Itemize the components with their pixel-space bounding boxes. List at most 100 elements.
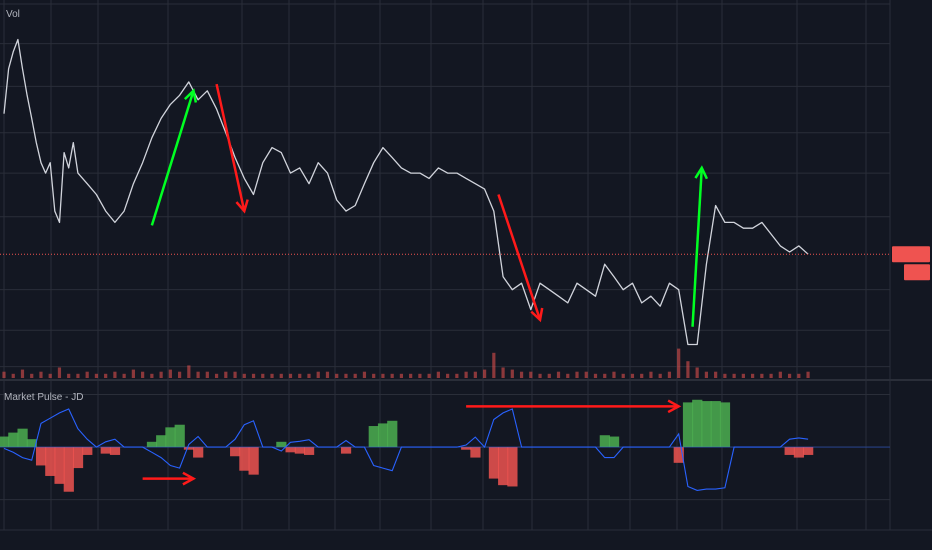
volume-bar — [242, 373, 246, 378]
volume-bar — [11, 373, 15, 378]
volume-bar — [150, 373, 154, 378]
pulse-bar — [599, 435, 610, 448]
volume-bar — [279, 373, 283, 378]
pulse-bar — [26, 439, 37, 448]
volume-bar — [556, 371, 561, 378]
volume-bar — [362, 371, 367, 378]
pulse-bar — [682, 402, 694, 448]
pulse-bar — [276, 441, 287, 448]
pulse-bar — [673, 447, 684, 463]
volume-bar — [409, 373, 413, 378]
pulse-bar — [461, 447, 472, 450]
volume-bar — [732, 373, 736, 378]
volume-bar — [196, 371, 200, 378]
volume-bar — [94, 373, 99, 378]
price-arrow-shaft — [215, 83, 246, 212]
pulse-bar — [17, 428, 28, 448]
pulse-bar — [793, 447, 805, 458]
countdown-tag — [904, 264, 930, 281]
volume-bar — [168, 369, 172, 378]
volume-bar — [261, 373, 265, 378]
pulse-bar — [784, 447, 795, 455]
pulse-bar — [285, 447, 296, 453]
price-arrow-shaft — [691, 167, 704, 327]
pulse-bar — [146, 441, 158, 448]
volume-bar — [519, 371, 524, 378]
volume-bar — [307, 373, 311, 378]
volume-bar — [584, 371, 588, 378]
volume-bar — [67, 373, 71, 378]
pulse-bar — [608, 436, 620, 448]
volume-bar — [806, 371, 810, 378]
pulse-bar — [0, 436, 10, 448]
volume-bar — [270, 373, 274, 378]
pulse-bar — [72, 447, 84, 469]
price-series — [0, 38, 930, 346]
price-arrow-head — [694, 165, 709, 180]
volume-bar — [436, 371, 440, 378]
volume-bar — [381, 373, 385, 378]
volume-bar — [298, 373, 302, 378]
market-pulse-series — [0, 399, 890, 492]
pulse-bar — [387, 420, 398, 448]
volume-bar — [141, 371, 145, 378]
pulse-bar — [54, 447, 65, 484]
volume-bar — [178, 371, 182, 378]
volume-bar — [325, 371, 330, 378]
volume-bar — [501, 367, 505, 378]
volume-bar — [621, 373, 625, 378]
volume-bar — [122, 373, 126, 378]
price-arrow-head — [530, 307, 544, 323]
volume-bar — [76, 373, 80, 378]
pulse-bar — [340, 447, 352, 454]
volume-bars — [2, 348, 810, 378]
pulse-bar — [248, 447, 259, 475]
volume-bar — [20, 369, 25, 378]
pulse-bar — [377, 423, 389, 448]
volume-bar — [492, 352, 496, 378]
pulse-bar — [100, 447, 111, 454]
pulse-bar — [45, 447, 56, 476]
volume-bar — [85, 371, 89, 378]
pulse-arrow-head — [667, 399, 682, 414]
volume-bar — [760, 373, 764, 378]
volume-bar — [224, 371, 228, 378]
pulse-bar — [701, 401, 712, 448]
grid — [0, 0, 932, 531]
volume-bar — [769, 373, 773, 378]
volume-bar — [667, 371, 672, 378]
pulse-bar — [183, 447, 195, 450]
volume-bar — [704, 371, 708, 378]
volume-bar — [612, 371, 616, 378]
pulse-bar — [63, 447, 74, 492]
pulse-bar — [803, 447, 814, 455]
volume-bar — [464, 371, 468, 378]
pulse-bar — [109, 447, 121, 455]
volume-bar — [214, 373, 219, 378]
volume-bar — [529, 371, 533, 378]
pulse-bar — [8, 432, 19, 448]
volume-bar — [787, 373, 792, 378]
volume-bar — [547, 373, 551, 378]
volume-bar — [686, 361, 690, 378]
volume-bar — [335, 373, 339, 378]
volume-bar — [104, 373, 108, 378]
volume-bar — [640, 373, 644, 378]
pane-title-market-pulse: Market Pulse - JD — [4, 392, 83, 403]
pulse-arrow-head — [182, 471, 197, 486]
pulse-bar — [507, 447, 518, 487]
last-price-tag — [892, 246, 930, 263]
price-arrow-shaft — [497, 194, 542, 321]
volume-bar — [205, 371, 209, 378]
volume-bar — [344, 373, 348, 378]
volume-bar — [649, 371, 653, 378]
volume-bar — [187, 365, 191, 378]
pulse-bar — [710, 401, 721, 448]
volume-bar — [372, 373, 376, 378]
pulse-bar — [156, 435, 167, 448]
price-arrow-head — [183, 88, 198, 103]
volume-bar — [288, 373, 293, 378]
volume-bar — [251, 373, 256, 378]
volume-bar — [714, 371, 718, 378]
